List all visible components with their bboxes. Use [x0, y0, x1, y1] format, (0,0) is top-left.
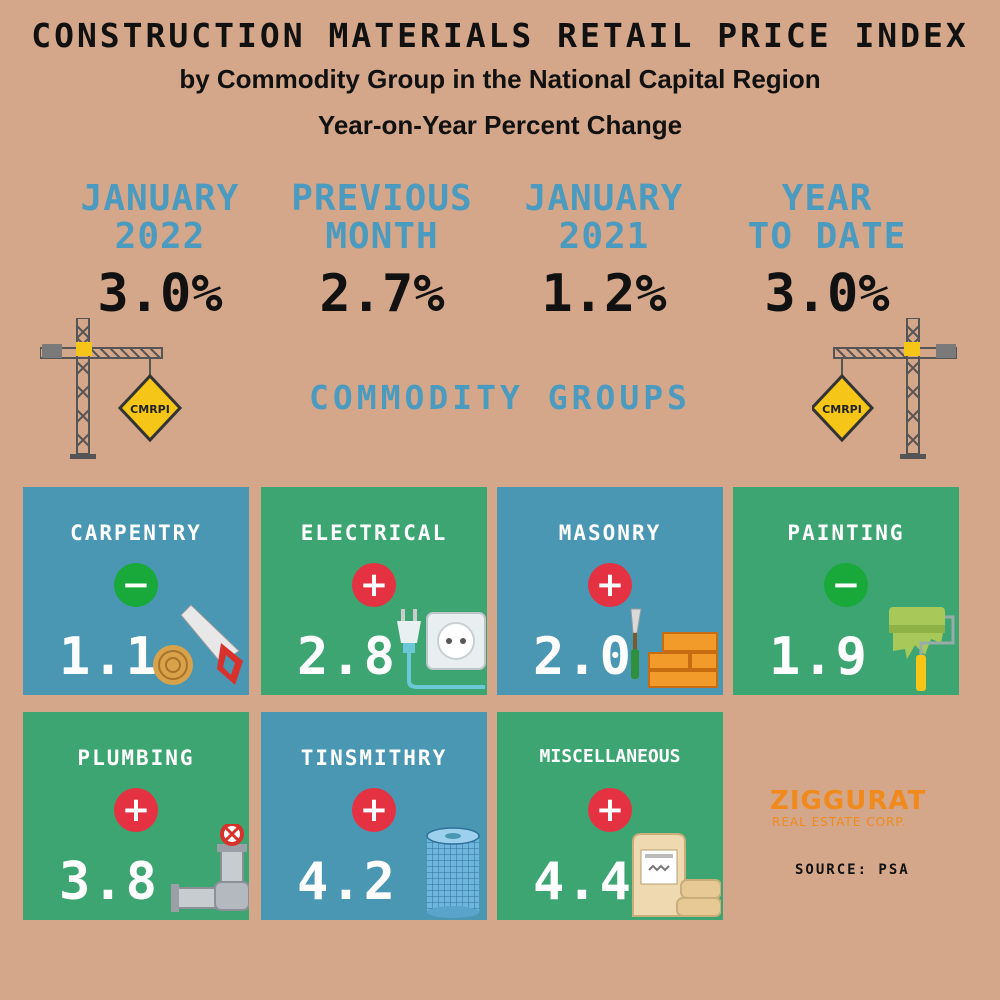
tile-name: ELECTRICAL: [300, 521, 448, 545]
decrease-sign-icon: −: [824, 563, 868, 607]
increase-sign-icon: +: [352, 563, 396, 607]
source-note: SOURCE: PSA: [795, 862, 910, 878]
tile-masonry: MASONRY + 2.0: [497, 487, 723, 695]
cmrpi-sign: CMRPI: [117, 373, 183, 443]
tile-value: 2.8: [297, 627, 397, 687]
crane-left-icon: CMRPI: [40, 318, 183, 459]
tile-value: 1.1: [59, 627, 159, 687]
tile-value: 4.4: [533, 852, 633, 912]
tile-miscellaneous: MISCELLANEOUS + 4.4: [497, 712, 723, 920]
stat-january-2022: JANUARY 2022 3.0%: [40, 180, 280, 325]
stat-label-line-1: JANUARY: [524, 178, 684, 219]
cement-bags-icon: [632, 833, 721, 917]
subtitle-region: by Commodity Group in the National Capit…: [179, 64, 821, 94]
tile-carpentry: CARPENTRY − 1.1: [23, 487, 249, 695]
stat-label-line-2: MONTH: [325, 216, 439, 257]
tile-name: PAINTING: [787, 521, 905, 545]
stat-year-to-date: YEAR TO DATE 3.0%: [707, 180, 947, 325]
mesh-roll-icon: [426, 827, 480, 918]
stat-january-2021: JANUARY 2021 1.2%: [484, 180, 724, 325]
tile-name: MASONRY: [558, 521, 662, 545]
logo-name: ZIGGURAT: [770, 786, 927, 816]
tile-name: CARPENTRY: [70, 521, 202, 545]
crane-right-icon: CMRPI: [812, 318, 957, 459]
decrease-sign-icon: −: [114, 563, 158, 607]
tile-tinsmithry: TINSMITHRY + 4.2: [261, 712, 487, 920]
stat-previous-month: PREVIOUS MONTH 2.7%: [262, 180, 502, 325]
stat-value: 2.7%: [319, 264, 445, 324]
stat-label-line-1: PREVIOUS: [291, 178, 473, 219]
stat-label-line-2: TO DATE: [747, 216, 907, 257]
increase-sign-icon: +: [588, 563, 632, 607]
stat-label: JANUARY 2022: [40, 180, 280, 260]
cmrpi-sign-label: CMRPI: [130, 403, 170, 416]
cmrpi-sign-label: CMRPI: [822, 403, 862, 416]
tile-value: 3.8: [59, 852, 159, 912]
stat-value: 3.0%: [97, 264, 223, 324]
tile-value: 4.2: [297, 852, 397, 912]
stat-value: 3.0%: [764, 264, 890, 324]
tile-name: PLUMBING: [77, 746, 195, 770]
tile-value: 2.0: [533, 627, 633, 687]
stat-label: YEAR TO DATE: [707, 180, 947, 260]
tile-name: TINSMITHRY: [300, 746, 448, 770]
stat-label-line-1: YEAR: [781, 178, 873, 219]
stat-label-line-2: 2021: [558, 216, 650, 257]
outlet-plug-icon: [397, 609, 486, 689]
bricks-trowel-icon: [630, 608, 718, 688]
logo-subtitle: REAL ESTATE CORP.: [772, 815, 907, 829]
increase-sign-icon: +: [352, 788, 396, 832]
stat-value: 1.2%: [541, 264, 667, 324]
tile-value: 1.9: [769, 627, 869, 687]
paint-roller-icon: [889, 607, 955, 691]
stat-label-line-1: JANUARY: [80, 178, 240, 219]
page-title: CONSTRUCTION MATERIALS RETAIL PRICE INDE…: [31, 16, 969, 55]
tile-electrical: ELECTRICAL + 2.8: [261, 487, 487, 695]
ziggurat-logo: ZIGGURAT REAL ESTATE CORP.: [770, 787, 940, 829]
stat-label: PREVIOUS MONTH: [262, 180, 502, 260]
increase-sign-icon: +: [114, 788, 158, 832]
tile-name: MISCELLANEOUS: [539, 746, 681, 767]
saw-icon: [153, 604, 243, 685]
stat-label-line-2: 2022: [114, 216, 206, 257]
commodity-groups-heading: COMMODITY GROUPS: [309, 378, 691, 417]
cmrpi-sign: CMRPI: [812, 373, 875, 443]
stat-label: JANUARY 2021: [484, 180, 724, 260]
tile-plumbing: PLUMBING + 3.8: [23, 712, 249, 920]
increase-sign-icon: +: [588, 788, 632, 832]
subtitle-measure: Year-on-Year Percent Change: [317, 110, 683, 140]
tile-painting: PAINTING − 1.9: [733, 487, 959, 695]
pipe-valve-icon: [171, 824, 249, 912]
